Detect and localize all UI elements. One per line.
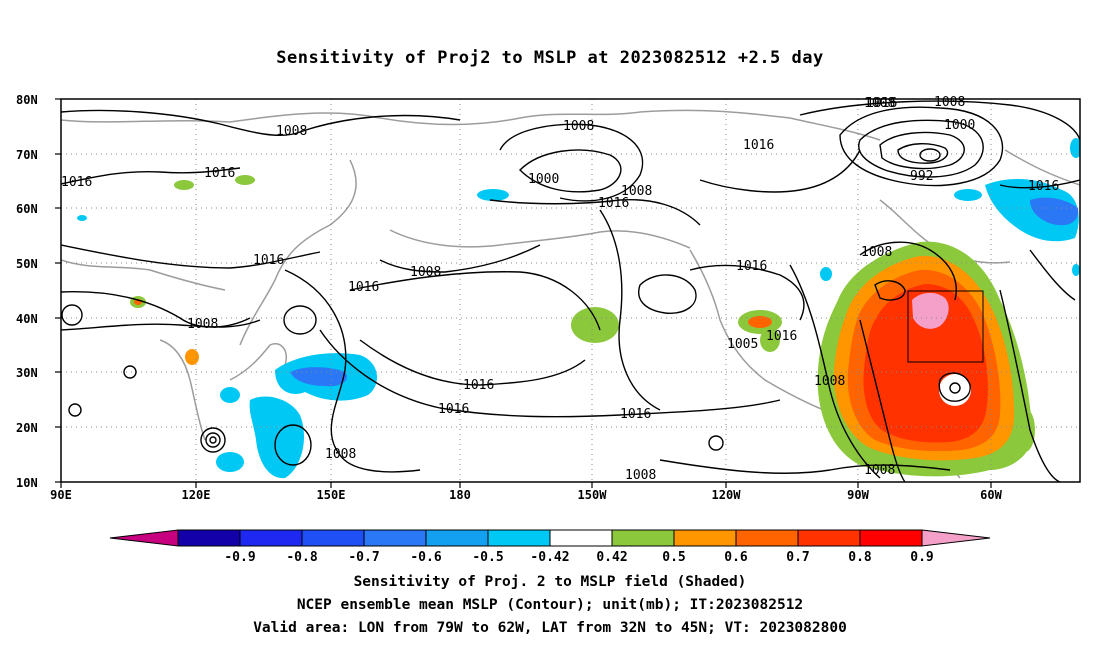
contour-label: 1008 [276,124,307,139]
colorbar-segment [109,529,179,547]
contour-label: 992 [910,169,933,184]
colorbar-label: -0.5 [472,550,503,565]
colorbar-label: 0.42 [596,550,627,565]
contour-label: 1016 [743,138,774,153]
colorbar-segment [487,529,551,547]
contour-label: 1016 [438,402,469,417]
colorbar-label: 0.5 [662,550,685,565]
contour-label: 1005 [727,337,758,352]
contour-label: 1016 [204,166,235,181]
contour-label: 1008 [864,463,895,478]
colorbar-label: 0.8 [848,550,872,565]
colorbar-segment [549,529,613,547]
contour-label: 1008 [625,468,656,483]
colorbar-segment [797,529,861,547]
colorbar-label: -0.9 [224,550,255,565]
lat-label: 50N [16,257,38,271]
colorbar-segment [177,529,241,547]
lon-label: 180 [449,488,471,502]
contour-label: 1016 [598,196,629,211]
colorbar-label: -0.8 [286,550,317,565]
longitude-labels: 90E 120E 150E 180 150W 120W 90W 60W [50,488,1002,502]
latitude-labels: 80N 70N 60N 50N 40N 30N 20N 10N [16,93,38,490]
lat-label: 80N [16,93,38,107]
colorbar-segment [363,529,427,547]
contour-label: 1016 [348,280,379,295]
contour-label: 1000 [944,118,975,133]
colorbar-segment [859,529,923,547]
lon-label: 150W [578,488,608,502]
contour-label: 1016 [253,253,284,268]
colorbar-label: 0.7 [786,550,809,565]
plot-frame [60,98,1081,483]
lat-label: 10N [16,476,38,490]
caption-line-3: Valid area: LON from 79W to 62W, LAT fro… [253,620,847,636]
colorbar-label: 0.9 [910,550,933,565]
colorbar-segment [735,529,799,547]
contour-label: 1016 [766,329,797,344]
colorbar-label: 0.6 [724,550,748,565]
colorbar-label: -0.42 [530,550,569,565]
contour-label: 1008 [621,184,652,199]
lon-label: 90E [50,488,72,502]
lon-label: 60W [980,488,1002,502]
contour-label: 1016 [620,407,651,422]
contour-label: 1008 [410,265,441,280]
axis-ticks [55,98,992,488]
colorbar-segment [611,529,675,547]
lat-label: 30N [16,366,38,380]
contour-label: 1008 [563,119,594,134]
colorbar-segment [673,529,737,547]
colorbar-segment [239,529,303,547]
contour-label: 1016 [463,378,494,393]
positive-region-pink [912,292,949,329]
colorbar-segment [425,529,489,547]
contour-label: 1016 [61,175,92,190]
caption-line-2: NCEP ensemble mean MSLP (Contour); unit(… [296,597,804,613]
contour-label: 1008 [187,317,218,332]
lon-label: 150E [317,488,346,502]
colorbar-segment [301,529,365,547]
contour-label-group: 1008 1016 1016 1008 1016 1008 1000 1008 … [61,95,1059,483]
sensitivity-shading [77,138,1080,479]
lat-label: 40N [16,312,38,326]
lon-label: 120W [712,488,742,502]
contour-label: 1016 [1028,179,1059,194]
colorbar: -0.9 -0.8 -0.7 -0.6 -0.5 -0.42 0.42 0.5 0.6 0.7 0.… [109,529,991,565]
colorbar-label: -0.6 [410,550,441,565]
chart-title: Sensitivity of Proj2 to MSLP at 20230825… [276,48,824,68]
contour-label: 1016 [736,259,767,274]
contour-label: 1008 [325,447,356,462]
lon-label: 90W [847,488,869,502]
lat-label: 70N [16,148,38,162]
lat-label: 60N [16,202,38,216]
contour-label: 1008 [861,245,892,260]
colorbar-segment [921,529,991,547]
lon-label: 120E [182,488,211,502]
contour-label: 1008 [814,374,845,389]
lat-label: 20N [16,421,38,435]
caption-line-1: Sensitivity of Proj. 2 to MSLP field (Sh… [353,574,747,590]
colorbar-label: -0.7 [348,550,379,565]
contour-label: 1008 [934,95,965,110]
mslp-contours [61,100,1080,482]
contour-label: 1000 [528,172,559,187]
valid-area-box [907,290,984,363]
